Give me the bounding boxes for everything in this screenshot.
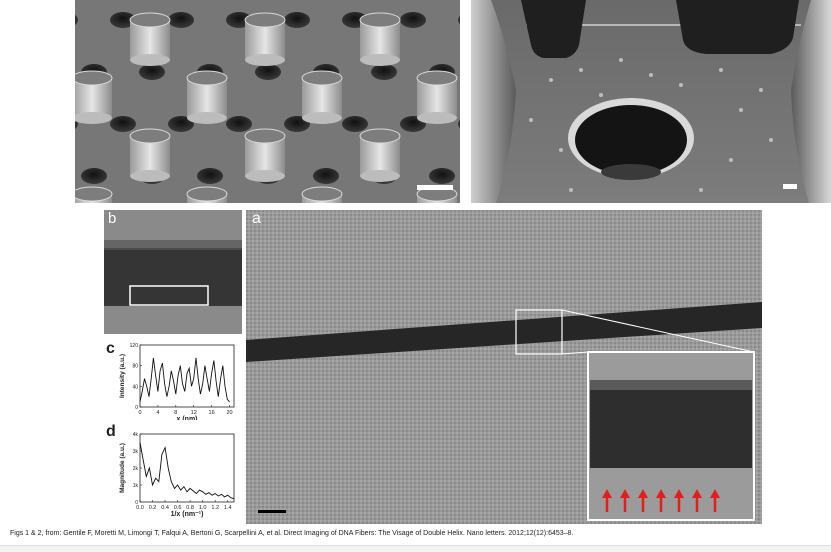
intensity-chart: c 0 4 8 12 16 20 0 40 80 120 x (nm) Intensity (a.u.… — [106, 340, 235, 423]
x-tick-label: 0.6 — [174, 505, 182, 511]
x-tick-label: 0.0 — [136, 505, 144, 511]
sem-hole — [284, 12, 310, 28]
sem-wells-drawing — [471, 0, 831, 203]
sem-hole — [371, 64, 397, 80]
x-tick-label: 0.2 — [149, 505, 157, 511]
surface-particles — [529, 58, 773, 192]
x-tick-label: 8 — [174, 410, 177, 416]
y-tick-label: 2k — [133, 466, 139, 472]
plot-frame — [139, 344, 235, 408]
sem-pillar — [186, 186, 228, 203]
panel-label-b: b — [108, 210, 117, 227]
sem-hole — [255, 64, 281, 80]
red-arrow — [710, 489, 720, 512]
red-arrow — [620, 489, 630, 512]
red-arrow — [602, 489, 612, 512]
x-tick-label: 1.4 — [224, 505, 232, 511]
magnitude-chart: d 0.0 0.2 0.4 0.6 0.8 1.0 1.2 1.4 0 1k 2k 3k 4k 1/x (… — [106, 423, 235, 518]
sem-hole — [429, 168, 455, 184]
sem-hole — [110, 116, 136, 132]
y-tick-label: 40 — [132, 384, 138, 390]
scale-bar — [258, 510, 286, 513]
sem-hole — [168, 12, 194, 28]
sem-pillar — [301, 186, 343, 203]
y-tick-label: 1k — [133, 483, 139, 489]
sem-pillar — [244, 12, 286, 66]
panel-b-drawing — [104, 210, 242, 334]
sem-hole — [313, 168, 339, 184]
sem-pillar — [359, 128, 401, 182]
sem-pillars-image — [75, 0, 460, 203]
y-tick-label: 120 — [130, 343, 139, 349]
dna-fiber-bundle — [246, 302, 762, 362]
panel-b-tem-image: b — [104, 210, 242, 334]
x-tick-label: 0.4 — [161, 505, 169, 511]
red-arrow — [638, 489, 648, 512]
panel-label-c: c — [106, 340, 115, 357]
red-arrow — [674, 489, 684, 512]
sem-hole — [458, 119, 460, 129]
x-tick-label: 4 — [156, 410, 159, 416]
sem-hole — [139, 64, 165, 80]
y-axis-label: Magnitude (a.u.) — [119, 443, 126, 493]
sem-pillars — [75, 12, 458, 203]
sem-pillar — [416, 70, 458, 124]
x-axis-label: x (nm) — [177, 416, 198, 423]
panel-label-d: d — [106, 423, 116, 440]
y-tick-label: 4k — [133, 432, 139, 438]
sem-pillar — [244, 128, 286, 182]
series-line — [139, 357, 230, 403]
x-axis-label: 1/x (nm⁻¹) — [171, 511, 204, 518]
zoom-box — [129, 285, 209, 306]
panel-a-tem-image: a — [246, 210, 762, 524]
sem-pillar — [129, 128, 171, 182]
x-tick-label: 16 — [209, 410, 215, 416]
y-tick-label: 0 — [135, 405, 138, 411]
sem-hole — [197, 168, 223, 184]
y-tick-label: 3k — [133, 449, 139, 455]
sem-pillar — [75, 186, 113, 203]
x-tick-label: 0 — [138, 410, 141, 416]
sem-hole — [400, 12, 426, 28]
sem-hole — [110, 12, 136, 28]
sem-pillars-drawing — [75, 0, 460, 203]
x-tick-label: 0.8 — [186, 505, 194, 511]
page-bottom-edge — [0, 545, 831, 552]
sem-hole — [226, 116, 252, 132]
y-tick-label: 0 — [135, 500, 138, 506]
red-arrow — [656, 489, 666, 512]
panel-d-chart: d 0.0 0.2 0.4 0.6 0.8 1.0 1.2 1.4 0 1k 2k 3k 4k 1/x (… — [104, 420, 242, 520]
panel-c-chart: c 0 4 8 12 16 20 0 40 80 120 x (nm) Intensity (a.u.… — [104, 337, 242, 427]
red-arrows — [602, 489, 720, 512]
sem-pillar — [186, 70, 228, 124]
sem-hole — [342, 116, 368, 132]
series-line — [139, 442, 235, 500]
x-tick-label: 12 — [191, 410, 197, 416]
zoom-inset — [587, 351, 755, 521]
sem-pillar — [75, 70, 113, 124]
y-axis-label: Intensity (a.u.) — [119, 354, 126, 398]
sem-wells-image — [471, 0, 831, 203]
panel-label-a: a — [252, 210, 261, 227]
sem-hole — [81, 168, 107, 184]
sem-hole — [168, 116, 194, 132]
figure-caption: Figs 1 & 2, from: Gentile F, Moretti M, … — [10, 530, 574, 537]
zoom-box — [515, 309, 563, 355]
scale-bar — [417, 185, 453, 190]
y-tick-label: 80 — [132, 364, 138, 370]
sem-hole — [458, 15, 460, 25]
x-tick-label: 1.2 — [211, 505, 219, 511]
sem-hole — [75, 14, 78, 26]
sem-pillar — [301, 70, 343, 124]
x-tick-label: 1.0 — [199, 505, 207, 511]
panel-a-drawing — [246, 210, 762, 524]
sem-pillar — [359, 12, 401, 66]
scale-bar — [783, 184, 797, 189]
sem-pillar — [129, 12, 171, 66]
x-tick-label: 20 — [226, 410, 232, 416]
red-arrow — [692, 489, 702, 512]
